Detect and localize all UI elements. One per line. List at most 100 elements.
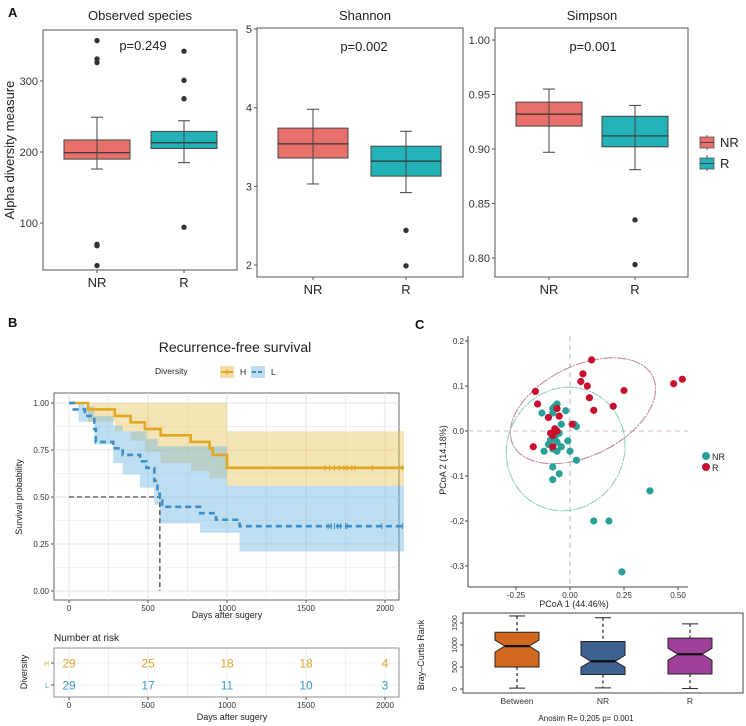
scatter-point-nr xyxy=(572,456,581,464)
scatter-point-r xyxy=(579,370,587,378)
outlier-point xyxy=(94,262,100,269)
scatter-point-r xyxy=(620,386,628,395)
y-tick-label: 0.50 xyxy=(33,493,49,502)
x-tick-label: -0.25 xyxy=(507,591,526,600)
scatter-point-nr xyxy=(590,517,598,525)
box-r xyxy=(601,104,669,268)
panel-letter-b: B xyxy=(8,315,17,330)
scatter-point-r xyxy=(549,431,557,440)
y-tick-label: 0.80 xyxy=(469,253,490,265)
pcoa-legend-label-nr: NR xyxy=(712,452,725,462)
group-legend: NR R xyxy=(699,135,739,171)
y-tick-label: 1000 xyxy=(452,637,459,653)
notched-box xyxy=(494,631,540,668)
notched-box xyxy=(580,640,626,675)
scatter-point-nr xyxy=(553,438,561,446)
x-tick-label-r: R xyxy=(630,282,639,297)
confidence-ellipse-nr xyxy=(505,386,626,512)
legend-label-l: L xyxy=(271,367,276,377)
anosim-box-between xyxy=(494,615,540,689)
risk-table-frame xyxy=(53,647,400,698)
scatter-point-nr xyxy=(549,463,557,471)
survival-title: Recurrence-free survival xyxy=(159,339,312,355)
observed-species-boxplot: Observed species Alpha diversity measure… xyxy=(2,8,238,290)
risk-row-label-h: H xyxy=(44,661,49,668)
scatter-point-r xyxy=(585,394,594,402)
pcoa-ylabel: PCoA 2 (14.18%) xyxy=(438,425,448,495)
risk-count: 18 xyxy=(299,657,313,671)
y-tick-label: 0.75 xyxy=(33,446,49,455)
scatter-point-nr xyxy=(618,568,626,576)
risk-count: 25 xyxy=(141,657,155,671)
risk-table-ylabel: Diversity xyxy=(19,654,29,689)
risk-table-xlabel: Days after sugery xyxy=(197,712,268,722)
scatter-point-r xyxy=(553,404,561,413)
y-tick-label: 0.00 xyxy=(33,587,49,596)
legend-item-r: R xyxy=(699,155,729,171)
panel-letter-c: C xyxy=(415,317,425,332)
risk-table: Number at risk Diversity Days after suge… xyxy=(19,633,400,722)
pcoa-legend: NR R xyxy=(702,452,725,473)
y-tick-label: 0.2 xyxy=(453,337,465,346)
x-tick-label: R xyxy=(687,696,693,706)
x-tick-label: 2000 xyxy=(376,701,394,710)
scatter-point-nr xyxy=(564,437,572,445)
scatter-point-nr xyxy=(557,420,565,428)
x-tick-label: 500 xyxy=(141,701,155,710)
outlier-point xyxy=(94,37,100,44)
outlier-point xyxy=(403,227,409,234)
scatter-point-nr xyxy=(562,407,570,415)
x-tick-label: 0.25 xyxy=(616,591,632,600)
legend-label-h: H xyxy=(240,367,246,377)
scatter-point-r xyxy=(529,443,537,451)
panel-letter-a: A xyxy=(8,5,18,20)
anosim-frame xyxy=(462,612,744,694)
scatter-point-r xyxy=(670,380,678,388)
ci-band-l xyxy=(69,403,404,552)
y-tick-label: 0.95 xyxy=(469,90,490,102)
y-tick-label: 3 xyxy=(246,181,252,193)
x-tick-label: 0.50 xyxy=(670,591,686,600)
simpson-title: Simpson xyxy=(567,8,618,23)
pcoa-legend-label-r: R xyxy=(712,463,719,473)
scatter-point-nr xyxy=(557,443,565,451)
scatter-point-nr xyxy=(605,517,613,525)
risk-count: 29 xyxy=(62,679,76,693)
box-nr xyxy=(277,108,349,185)
scatter-point-r xyxy=(678,375,686,383)
anosim-box-nr xyxy=(580,617,626,689)
scatter-point-r xyxy=(577,377,585,386)
pcoa-scatter: PCoA 2 (14.18%) PCoA 1 (44.46%) NR R -0.… xyxy=(438,336,725,609)
scatter-point-nr xyxy=(538,409,546,417)
x-tick-label: 1000 xyxy=(218,701,236,710)
y-tick-label: 4 xyxy=(246,103,252,115)
y-tick-label: 500 xyxy=(452,661,459,673)
pcoa-xlabel: PCoA 1 (44.46%) xyxy=(539,599,609,609)
simpson-boxplot: Simpson p=0.001 NR R 1.00 0.95 0.90 0.85 0.8… xyxy=(469,8,739,297)
risk-count: 3 xyxy=(382,679,389,693)
shannon-pvalue: p=0.002 xyxy=(340,39,387,54)
plot-frame xyxy=(256,27,464,278)
anosim-stat-label: Anosim R= 0.205 p= 0.001 xyxy=(538,714,634,723)
y-tick-label: -0.1 xyxy=(450,472,464,481)
risk-count: 11 xyxy=(221,679,234,693)
y-tick-label: 0.90 xyxy=(469,144,490,156)
legend-dot-r xyxy=(702,463,710,471)
outlier-point xyxy=(181,77,187,83)
scatter-point-r xyxy=(583,382,591,390)
y-tick-label: 5 xyxy=(246,24,252,36)
simpson-pvalue: p=0.001 xyxy=(569,39,616,54)
scatter-point-r xyxy=(544,413,553,422)
risk-count: 29 xyxy=(62,657,76,671)
alpha-diversity-ylabel: Alpha diversity measure xyxy=(2,81,17,220)
legend-item-nr: NR xyxy=(699,135,739,150)
y-tick-label: 100 xyxy=(20,218,38,230)
y-tick-label: 300 xyxy=(20,76,38,88)
anosim-box-r xyxy=(667,623,713,690)
scatter-point-nr xyxy=(549,476,557,484)
survival-xlabel: Days after sugery xyxy=(192,610,263,620)
x-tick-label-nr: NR xyxy=(540,282,559,297)
risk-count: 4 xyxy=(382,657,389,671)
x-tick-label: 1500 xyxy=(297,604,315,613)
risk-count: 18 xyxy=(220,657,234,671)
